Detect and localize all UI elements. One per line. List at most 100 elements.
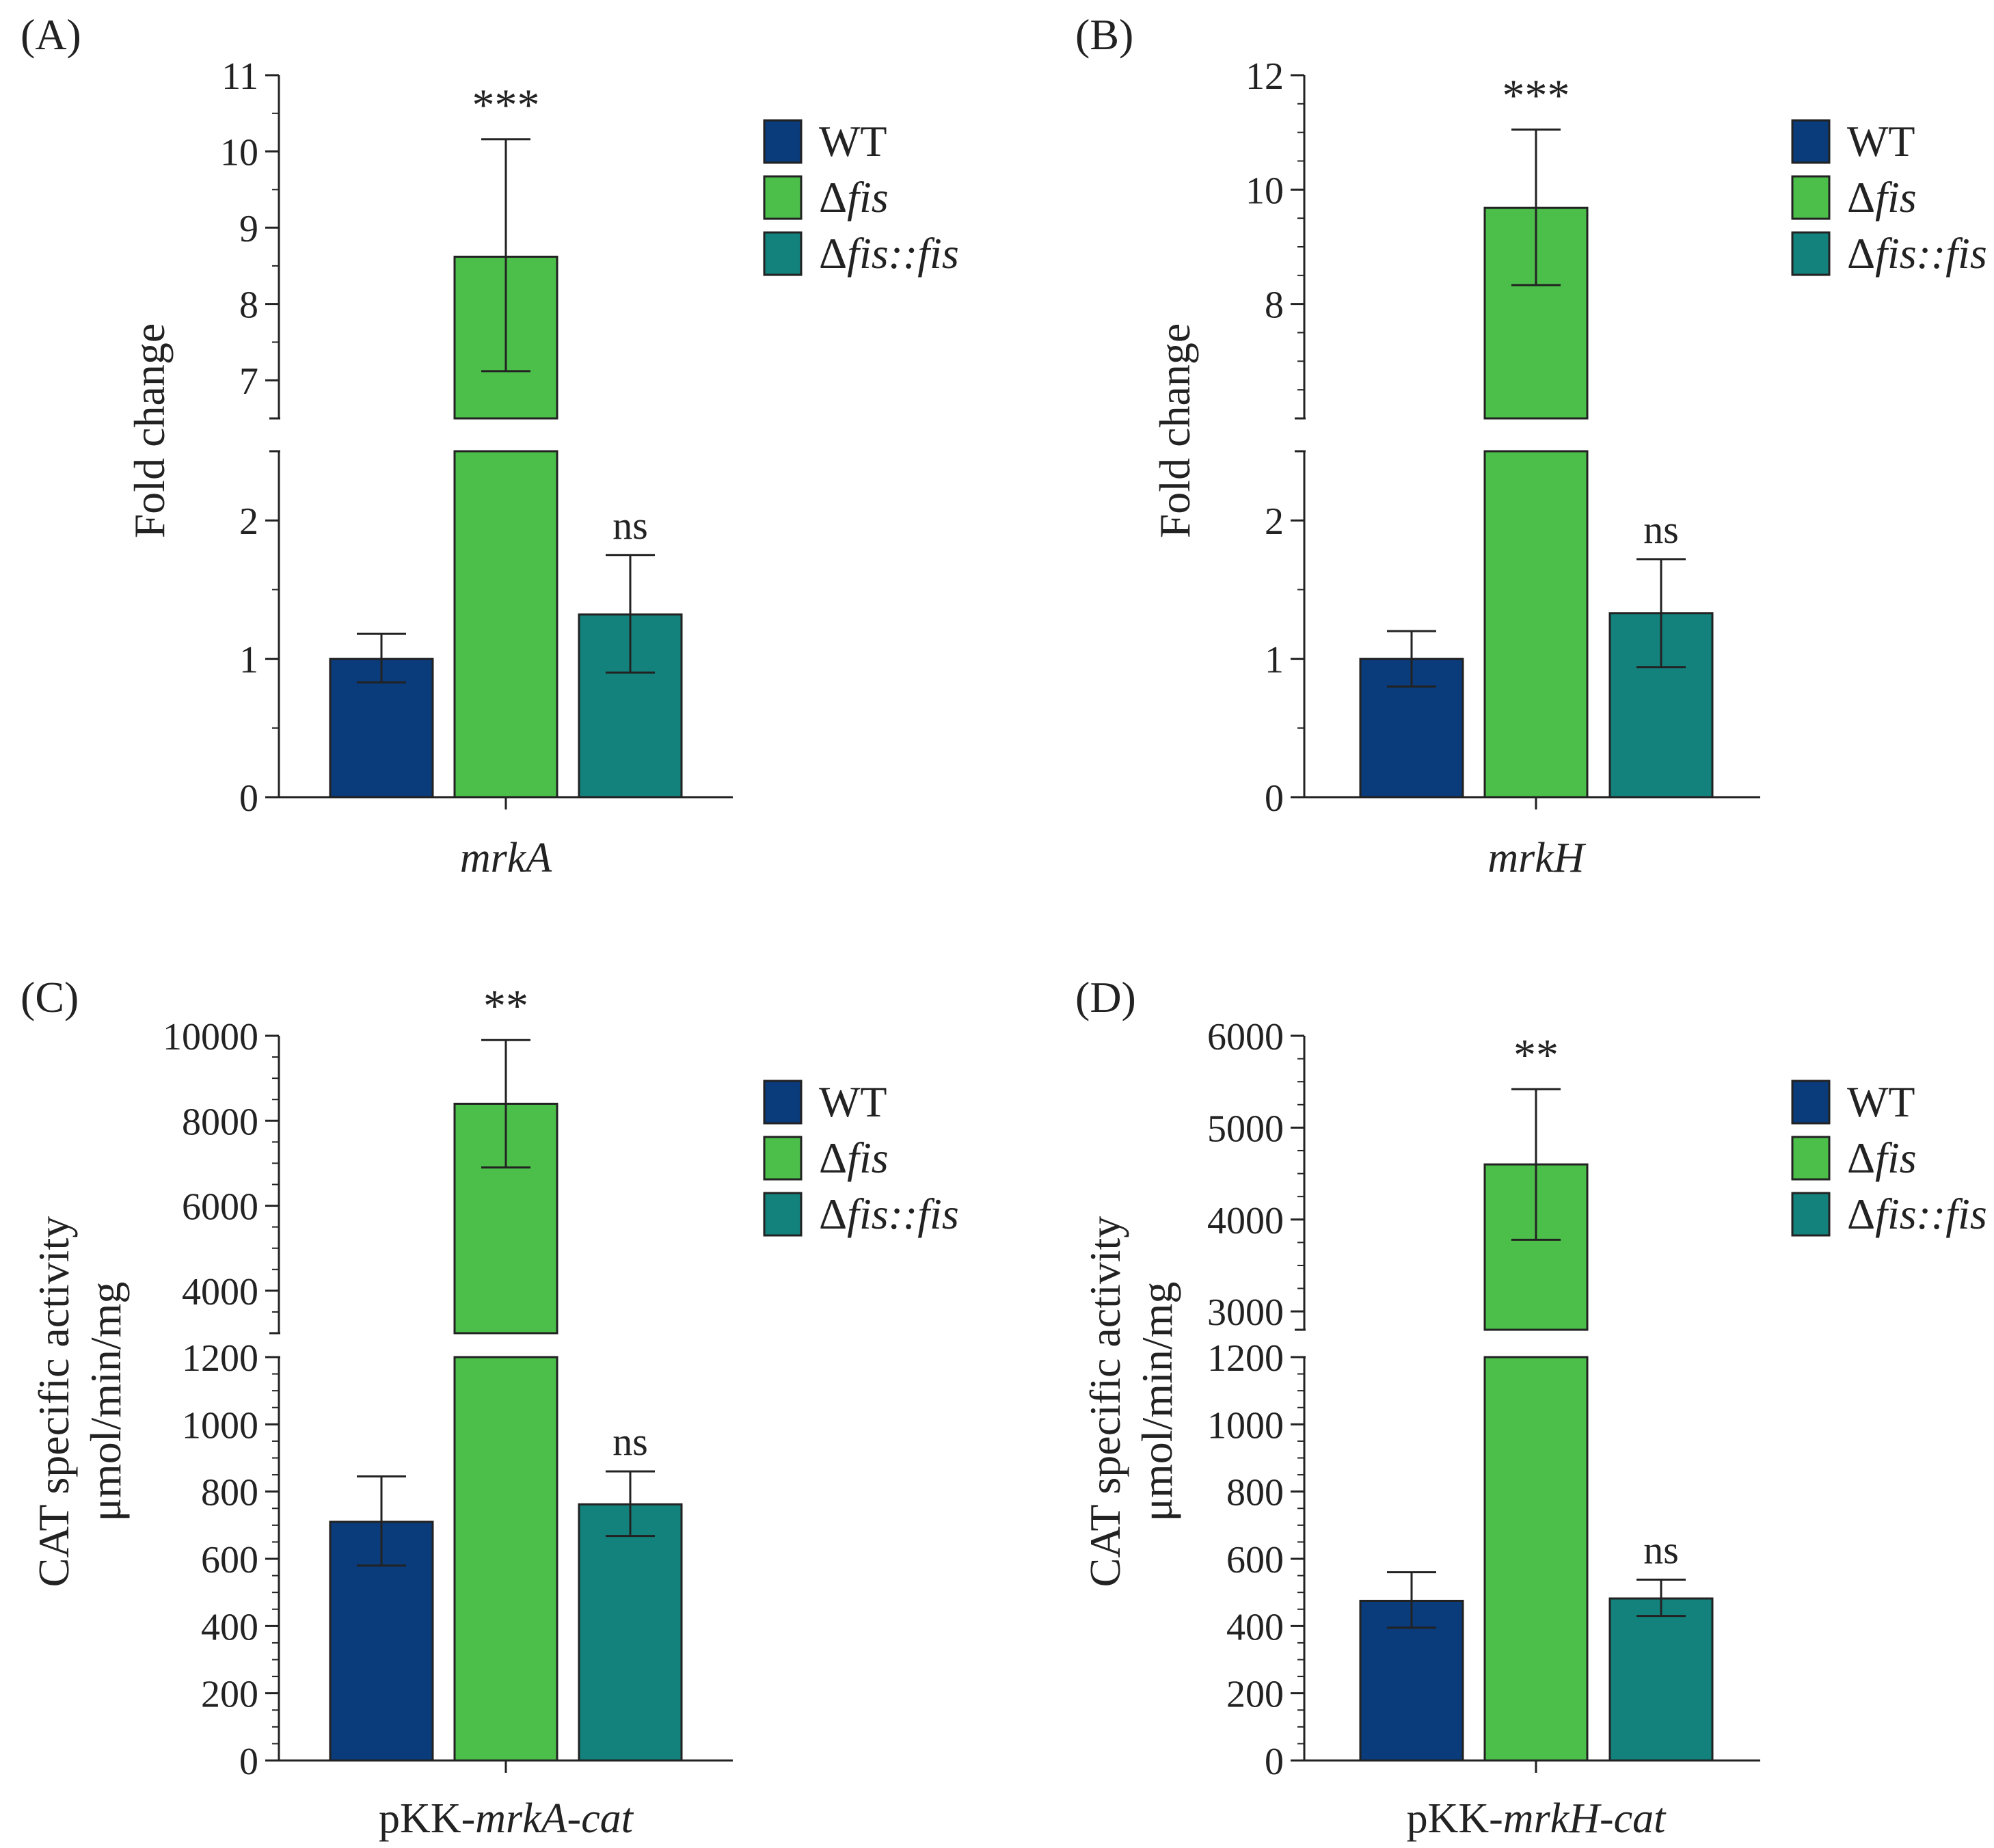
y-tick-label: 200	[1226, 1674, 1284, 1716]
y-tick-label: 0	[1265, 1741, 1284, 1783]
legend-swatch-dfisfis	[1791, 1192, 1831, 1237]
legend-swatch-dfis	[763, 1136, 803, 1181]
legend-swatch-wt	[763, 119, 803, 164]
text-part: mrkA	[460, 835, 552, 881]
legend-label-dfis: Δfis	[1847, 1134, 1917, 1182]
legend-swatch-dfisfis	[763, 1192, 803, 1237]
text-part: Δ	[819, 1134, 847, 1182]
y-tick-label: 10	[220, 132, 258, 174]
legend-label-dfisfis: Δfis::fis	[1847, 1190, 1987, 1238]
y-axis-label-line: Fold change	[1150, 323, 1199, 539]
x-axis-label: pKK-mrkH-cat	[1407, 1795, 1667, 1842]
text-part: Δ	[1847, 1134, 1875, 1182]
text-part: fis	[1875, 173, 1916, 222]
legend-label-dfisfis: Δfis::fis	[1847, 229, 1987, 278]
y-tick-label: 8	[1265, 284, 1284, 327]
y-tick-label: 1	[1265, 639, 1284, 682]
legend-swatch-wt	[763, 1080, 803, 1125]
text-part: mrkA-cat	[475, 1795, 634, 1842]
y-tick-label: 1200	[182, 1337, 258, 1380]
bar-Δfis::fis	[578, 1503, 683, 1762]
y-tick-label: 5000	[1207, 1108, 1284, 1150]
legend-label-dfis: Δfis	[819, 1134, 889, 1182]
x-axis-label: pKK-mrkA-cat	[379, 1795, 634, 1842]
bar-Δfis::fis	[1608, 1597, 1714, 1762]
y-tick-label: 600	[201, 1539, 258, 1581]
text-part: fis	[847, 173, 888, 222]
panel-label: (B)	[1075, 10, 1133, 59]
text-part: WT	[819, 1077, 887, 1126]
y-tick-label: 600	[1226, 1539, 1284, 1581]
text-part: pKK-	[379, 1795, 475, 1842]
significance-label: **	[1513, 1030, 1559, 1080]
text-part: fis	[847, 1134, 888, 1182]
y-axis-label-line: Fold change	[125, 323, 174, 539]
text-part: Δ	[1847, 229, 1875, 278]
y-tick-label: 9	[239, 208, 258, 250]
text-part: WT	[819, 117, 887, 165]
bar-lower-Δfis	[453, 450, 558, 799]
y-tick-label: 6000	[1207, 1016, 1284, 1058]
y-tick-label: 1	[239, 639, 258, 682]
x-axis-label: mrkH	[1487, 835, 1586, 881]
y-tick-label: 1200	[1207, 1337, 1284, 1380]
legend-swatch-dfisfis	[763, 231, 803, 276]
y-tick-label: 800	[1226, 1472, 1284, 1514]
y-tick-label: 0	[239, 777, 258, 820]
y-tick-label: 2	[239, 500, 258, 543]
text-part: WT	[1847, 117, 1915, 165]
y-tick-label: 4000	[1207, 1200, 1284, 1242]
y-tick-label: 2	[1265, 500, 1284, 543]
bar-lower-Δfis	[453, 1356, 558, 1762]
text-part: fis::fis	[1875, 1190, 1987, 1238]
legend-label-wt: WT	[819, 117, 887, 165]
y-tick-label: 11	[221, 55, 258, 98]
legend-label-wt: WT	[1847, 1077, 1915, 1126]
y-tick-label: 3000	[1207, 1291, 1284, 1334]
text-part: pKK-	[1407, 1795, 1503, 1842]
legend-label-dfisfis: Δfis::fis	[819, 1190, 959, 1238]
legend-swatch-dfis	[1791, 1136, 1831, 1181]
legend-swatch-dfisfis	[1791, 231, 1831, 276]
x-axis-label: mrkA	[460, 835, 552, 881]
y-axis-label: CAT specific activityμmol/min/mg	[29, 1216, 130, 1588]
chart-panel-d: (D) CAT specific activityμmol/min/mg ** ns 0…	[1075, 973, 1987, 1842]
y-axis-label-line: CAT specific activity	[29, 1216, 78, 1588]
text-part: WT	[1847, 1077, 1915, 1126]
significance-label: ns	[1643, 1527, 1679, 1572]
text-part: Δ	[819, 173, 847, 222]
y-tick-label: 6000	[182, 1186, 258, 1229]
significance-label: ***	[472, 81, 540, 131]
significance-label: ns	[612, 1419, 648, 1464]
y-tick-label: 200	[201, 1674, 258, 1716]
panel-label: (D)	[1075, 973, 1136, 1021]
text-part: Δ	[1847, 1190, 1875, 1238]
legend-label-dfisfis: Δfis::fis	[819, 229, 959, 278]
significance-label: **	[483, 981, 528, 1031]
text-part: fis::fis	[847, 229, 959, 278]
y-tick-label: 800	[201, 1472, 258, 1514]
chart-panel-b: (B)Fold change***ns01281012mrkHWTΔfisΔfi…	[1075, 10, 1987, 881]
legend-swatch-dfis	[1791, 175, 1831, 220]
y-tick-label: 4000	[182, 1271, 258, 1313]
y-axis-label-line: μmol/min/mg	[81, 1282, 130, 1522]
legend-label-wt: WT	[1847, 117, 1915, 165]
legend-swatch-dfis	[763, 175, 803, 220]
text-part: Δ	[819, 229, 847, 278]
text-part: Δ	[1847, 173, 1875, 222]
y-tick-label: 10000	[163, 1016, 258, 1058]
y-axis-label: CAT specific activityμmol/min/mg	[1081, 1216, 1181, 1588]
significance-label: ns	[612, 503, 648, 548]
text-part: Δ	[819, 1190, 847, 1238]
legend-label-wt: WT	[819, 1077, 887, 1126]
significance-label: ns	[1643, 507, 1679, 552]
y-axis-label: Fold change	[1150, 323, 1199, 539]
text-part: fis	[1875, 1134, 1916, 1182]
legend-swatch-wt	[1791, 1080, 1831, 1125]
legend-label-dfis: Δfis	[1847, 173, 1917, 222]
